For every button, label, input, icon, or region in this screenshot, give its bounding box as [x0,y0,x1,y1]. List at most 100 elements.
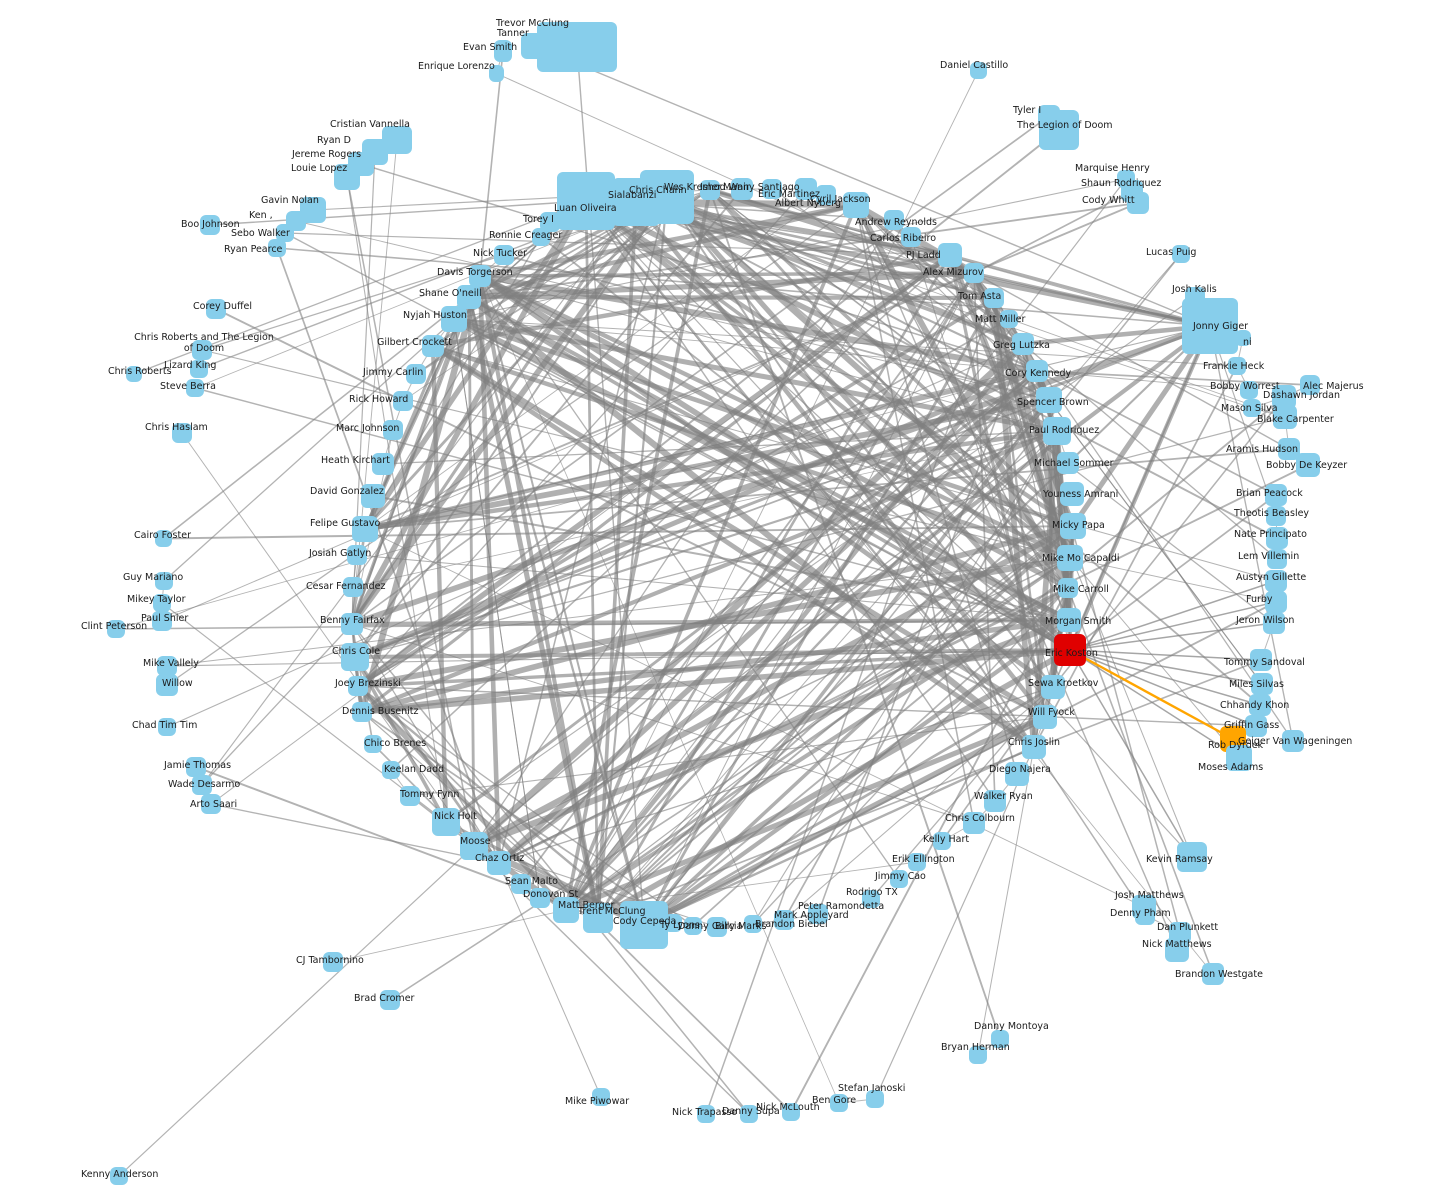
graph-node[interactable] [557,172,615,230]
graph-node[interactable] [1282,730,1304,752]
graph-node[interactable] [469,265,491,287]
graph-node[interactable] [1039,110,1079,150]
graph-node[interactable] [1060,513,1086,539]
graph-node[interactable] [1022,735,1046,759]
graph-node[interactable] [192,775,212,795]
graph-node[interactable] [1265,570,1287,592]
graph-node[interactable] [1300,375,1320,395]
graph-node[interactable] [1165,938,1189,962]
graph-node[interactable] [107,620,125,638]
graph-node[interactable] [276,224,294,242]
graph-node[interactable] [343,577,363,597]
graph-node[interactable] [731,178,753,200]
graph-node[interactable] [782,1103,800,1121]
graph-node[interactable] [744,915,762,933]
graph-node[interactable] [908,853,926,871]
graph-node[interactable] [740,1105,758,1123]
graph-node[interactable] [583,903,613,933]
graph-node[interactable] [200,215,220,235]
graph-node[interactable] [816,185,836,205]
graph-node[interactable] [334,164,360,190]
graph-node[interactable] [1251,673,1273,695]
graph-node[interactable] [1235,330,1251,346]
graph-node[interactable] [1245,715,1267,737]
graph-node[interactable] [808,904,828,924]
graph-node[interactable] [406,364,426,384]
graph-node[interactable] [348,676,368,696]
graph-node[interactable] [1249,694,1271,716]
graph-node[interactable] [984,288,1004,308]
graph-node[interactable] [553,897,579,923]
graph-node[interactable] [795,178,817,200]
graph-node[interactable] [1054,634,1086,666]
graph-node[interactable] [1135,905,1155,925]
graph-node[interactable] [1033,705,1057,729]
graph-node[interactable] [1182,298,1238,354]
graph-node[interactable] [984,790,1006,812]
graph-node[interactable] [1266,506,1286,526]
graph-node[interactable] [969,1046,987,1064]
graph-node[interactable] [1226,745,1252,771]
graph-node[interactable] [352,516,378,542]
graph-node[interactable] [441,306,467,332]
graph-node[interactable] [1278,438,1300,460]
graph-node[interactable] [1250,649,1272,671]
graph-node[interactable] [494,245,514,265]
graph-node[interactable] [126,366,142,382]
graph-node[interactable] [432,808,460,836]
graph-node[interactable] [457,285,481,309]
graph-node[interactable] [172,423,192,443]
graph-node[interactable] [1243,399,1261,417]
graph-node[interactable] [1058,578,1078,598]
graph-node[interactable] [537,22,617,72]
graph-node[interactable] [707,917,727,937]
graph-node[interactable] [774,910,794,930]
graph-node[interactable] [1043,417,1071,445]
graph-node[interactable] [664,914,682,932]
graph-node[interactable] [540,212,560,232]
graph-node[interactable] [186,757,206,777]
graph-node[interactable] [511,874,531,894]
graph-node[interactable] [830,1094,848,1112]
graph-node[interactable] [1057,545,1083,571]
graph-node[interactable] [1273,405,1297,429]
graph-node[interactable] [494,40,512,62]
graph-node[interactable] [762,179,782,199]
graph-node[interactable] [1172,245,1190,263]
graph-node[interactable] [152,611,172,631]
graph-node[interactable] [341,613,363,635]
graph-node[interactable] [964,263,984,283]
graph-node[interactable] [1026,360,1048,382]
graph-node[interactable] [158,718,176,736]
graph-node[interactable] [1296,453,1320,477]
graph-node[interactable] [110,1167,128,1185]
graph-node[interactable] [697,1105,715,1123]
graph-node[interactable] [521,33,547,59]
graph-node[interactable] [383,420,403,440]
graph-node[interactable] [323,952,343,972]
graph-node[interactable] [1263,612,1285,634]
graph-node[interactable] [352,702,372,722]
graph-node[interactable] [156,674,178,696]
graph-node[interactable] [206,299,226,319]
graph-node[interactable] [372,453,394,475]
graph-node[interactable] [1202,963,1224,985]
graph-node[interactable] [890,870,908,888]
graph-node[interactable] [364,735,382,753]
graph-node[interactable] [1036,387,1062,413]
graph-node[interactable] [684,917,702,935]
graph-node[interactable] [1005,762,1029,786]
graph-node[interactable] [186,379,204,397]
graph-node[interactable] [382,761,400,779]
graph-node[interactable] [1127,192,1149,214]
graph-node[interactable] [192,340,212,360]
graph-node[interactable] [1228,357,1246,375]
graph-node[interactable] [620,901,668,949]
graph-node[interactable] [201,794,221,814]
graph-node[interactable] [933,832,951,850]
graph-node[interactable] [884,210,904,230]
graph-node[interactable] [1057,608,1081,632]
graph-node[interactable] [612,178,660,226]
graph-node[interactable] [970,62,987,79]
